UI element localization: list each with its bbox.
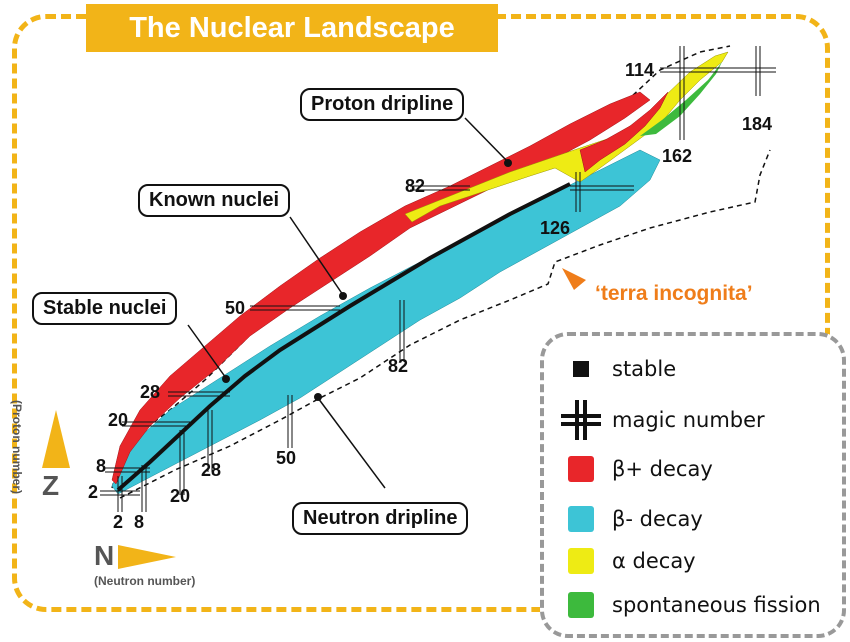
magic-proton-82: 82 bbox=[405, 176, 426, 196]
alpha-swatch bbox=[568, 548, 594, 574]
terra-incognita-label: ‘terra incognita’ bbox=[595, 282, 753, 305]
stable-nuclei-marker bbox=[222, 375, 230, 383]
legend-item-fission: spontaneous fission bbox=[544, 592, 821, 618]
magic-proton-114: 114 bbox=[625, 60, 655, 80]
legend-item-alpha: α decay bbox=[544, 548, 696, 574]
alpha-region bbox=[404, 51, 729, 223]
legend-label-beta-minus: β- decay bbox=[612, 507, 703, 531]
legend-item-magic: magic number bbox=[544, 400, 765, 440]
known-nuclei-marker bbox=[339, 292, 347, 300]
n-axis-label: (Neutron number) bbox=[94, 574, 196, 588]
magic-neutron-50: 50 bbox=[276, 448, 297, 468]
magic-neutron-2: 2 bbox=[113, 512, 124, 532]
magic-neutron-184: 184 bbox=[742, 114, 773, 134]
legend-item-beta-minus: β- decay bbox=[544, 506, 703, 532]
magic-proton-8: 8 bbox=[96, 456, 107, 476]
beta-minus-region bbox=[111, 149, 661, 495]
magic-neutron-8: 8 bbox=[134, 512, 145, 532]
known-nuclei-callout: Known nuclei bbox=[138, 184, 290, 217]
stable-nuclei-callout: Stable nuclei bbox=[32, 292, 178, 325]
magic-proton-20: 20 bbox=[108, 410, 129, 430]
legend-label-magic: magic number bbox=[612, 408, 765, 432]
magic-neutron-162: 162 bbox=[662, 146, 693, 166]
neutron-dripline-callout: Neutron dripline bbox=[292, 502, 469, 535]
magic-number-icon bbox=[561, 400, 601, 440]
stable-square-icon bbox=[568, 356, 594, 382]
magic-number-lines bbox=[100, 46, 776, 512]
terra-incognita-arrow bbox=[562, 268, 586, 290]
stable-nuclei-line bbox=[116, 182, 571, 492]
legend: stable magic number β+ decay β- decay α … bbox=[540, 332, 846, 638]
n-axis-letter: N bbox=[94, 540, 115, 571]
legend-item-beta-plus: β+ decay bbox=[544, 456, 713, 482]
magic-neutron-82: 82 bbox=[388, 356, 409, 376]
beta-plus-region bbox=[111, 91, 651, 485]
magic-proton-50: 50 bbox=[225, 298, 246, 318]
magic-proton-2: 2 bbox=[88, 482, 99, 502]
legend-item-stable: stable bbox=[544, 356, 676, 382]
z-axis-arrow bbox=[42, 410, 70, 468]
legend-label-alpha: α decay bbox=[612, 549, 696, 573]
proton-dripline-marker bbox=[504, 159, 512, 167]
magic-neutron-20: 20 bbox=[170, 486, 191, 506]
fission-swatch bbox=[568, 592, 594, 618]
legend-label-beta-plus: β+ decay bbox=[612, 457, 713, 481]
proton-dripline-callout: Proton dripline bbox=[300, 88, 465, 121]
callout-leaders bbox=[187, 117, 509, 489]
z-axis-label: (Proton number) bbox=[10, 400, 24, 494]
page-title: The Nuclear Landscape bbox=[86, 4, 498, 52]
beta-plus-upper-region bbox=[579, 91, 669, 173]
n-axis-arrow bbox=[118, 545, 176, 569]
z-axis-letter: Z bbox=[42, 470, 60, 501]
beta-minus-swatch bbox=[568, 506, 594, 532]
magic-neutron-28: 28 bbox=[201, 460, 222, 480]
neutron-dripline-marker bbox=[314, 393, 322, 401]
legend-label-fission: spontaneous fission bbox=[612, 593, 821, 617]
beta-plus-swatch bbox=[568, 456, 594, 482]
legend-label-stable: stable bbox=[612, 357, 677, 381]
magic-neutron-126: 126 bbox=[540, 218, 571, 238]
magic-proton-28: 28 bbox=[140, 382, 161, 402]
